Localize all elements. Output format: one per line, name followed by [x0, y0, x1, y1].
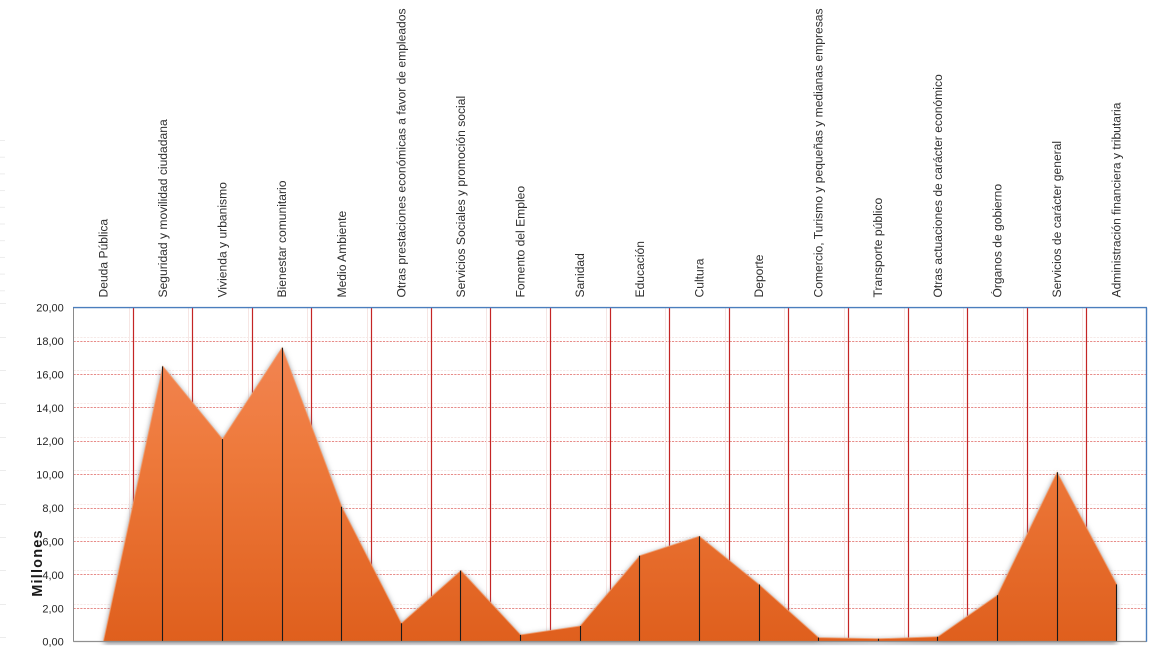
svg-text:2,00: 2,00 [42, 603, 63, 615]
svg-text:Órganos de gobierno: Órganos de gobierno [990, 184, 1005, 298]
svg-text:Servicios Sociales y promoción: Servicios Sociales y promoción social [454, 96, 468, 298]
svg-text:Medio Ambiente: Medio Ambiente [335, 211, 349, 298]
svg-text:4,00: 4,00 [42, 570, 63, 582]
svg-text:12,00: 12,00 [36, 436, 64, 448]
svg-text:Administración financiera y tr: Administración financiera y tributaria [1110, 102, 1124, 297]
svg-text:10,00: 10,00 [36, 470, 64, 482]
svg-text:0,00: 0,00 [42, 637, 63, 649]
svg-text:Fomento del Empleo: Fomento del Empleo [514, 186, 528, 298]
svg-text:16,00: 16,00 [36, 369, 64, 381]
svg-text:Sanidad: Sanidad [573, 253, 587, 297]
svg-text:Comercio, Turismo y pequeñas y: Comercio, Turismo y pequeñas y medianas … [812, 8, 826, 297]
svg-text:Millones: Millones [30, 529, 46, 597]
svg-text:14,00: 14,00 [36, 403, 64, 415]
svg-text:Bienestar comunitario: Bienestar comunitario [275, 180, 289, 297]
svg-text:Seguridad y movilidad ciudadan: Seguridad y movilidad ciudadana [156, 119, 170, 297]
svg-text:Cultura: Cultura [692, 258, 706, 297]
svg-text:18,00: 18,00 [36, 336, 64, 348]
svg-text:8,00: 8,00 [42, 503, 63, 515]
svg-text:Educación: Educación [633, 241, 647, 297]
svg-text:6,00: 6,00 [42, 536, 63, 548]
svg-text:Vivienda y urbanismo: Vivienda y urbanismo [216, 182, 230, 298]
svg-text:Servicios de carácter general: Servicios de carácter general [1050, 141, 1064, 298]
svg-text:Transporte público: Transporte público [871, 198, 885, 298]
svg-text:Deporte: Deporte [752, 254, 766, 297]
svg-text:Deuda Pública: Deuda Pública [96, 219, 110, 298]
svg-text:Otras prestaciones económicas: Otras prestaciones económicas a favor de… [394, 8, 408, 297]
svg-text:20,00: 20,00 [36, 303, 64, 315]
svg-text:Otras actuaciones de carácter: Otras actuaciones de carácter económico [931, 74, 945, 297]
